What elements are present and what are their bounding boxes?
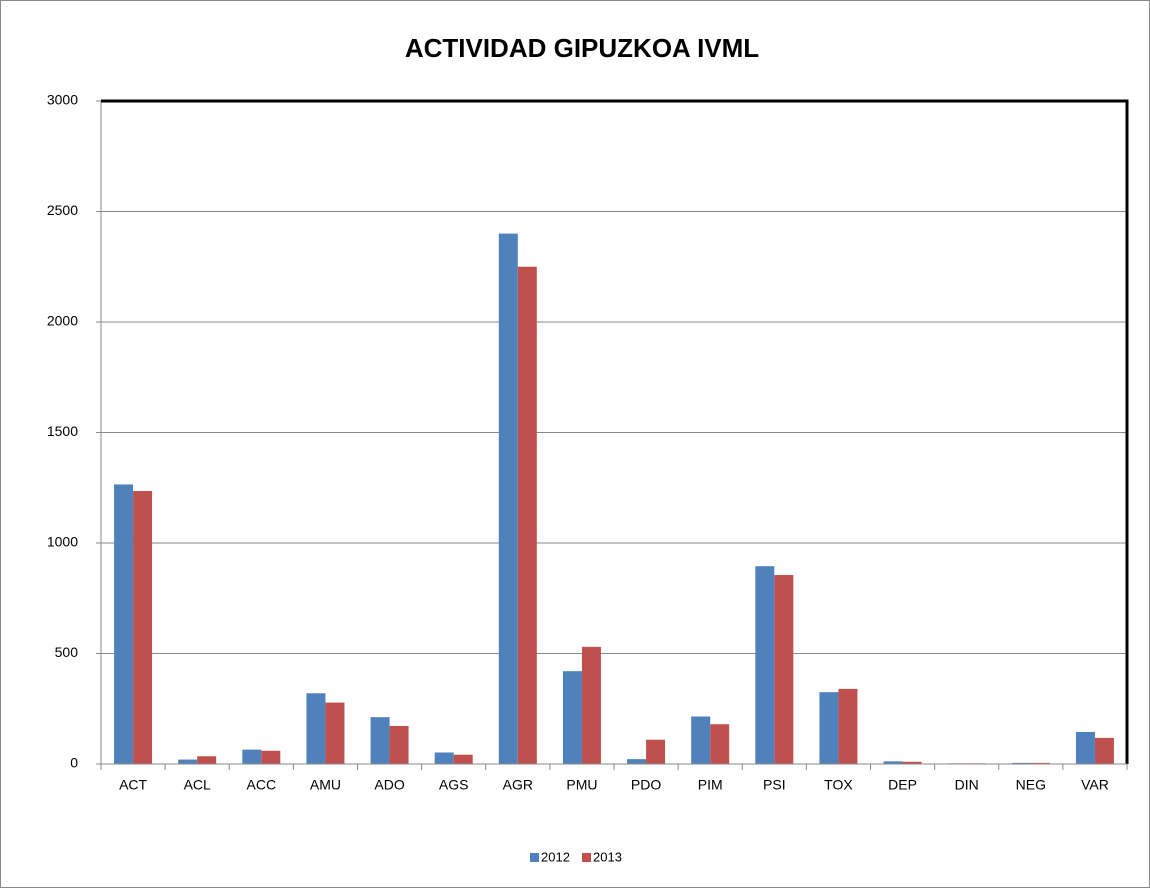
bar: [133, 491, 153, 764]
bar: [646, 739, 666, 764]
y-tick-label: 1000: [47, 534, 78, 550]
bar: [883, 761, 903, 764]
bar: [627, 759, 647, 764]
bar: [389, 725, 409, 764]
bar: [178, 759, 198, 764]
bar: [1075, 731, 1095, 764]
chart-title: ACTIVIDAD GIPUZKOA IVML: [405, 33, 759, 63]
bar: [1094, 737, 1114, 764]
x-tick-label: NEG: [1016, 777, 1046, 793]
legend-label: 2013: [593, 849, 622, 864]
x-tick-label: TOX: [824, 777, 853, 793]
bar: [902, 761, 922, 764]
y-tick-label: 1500: [47, 423, 78, 439]
y-tick-label: 2000: [47, 313, 78, 329]
plot-border: [101, 99, 1129, 764]
x-tick-label: AMU: [310, 777, 341, 793]
bar: [774, 575, 794, 764]
bar: [325, 702, 345, 764]
y-tick-label: 500: [55, 644, 79, 660]
y-tick-label: 0: [70, 755, 78, 771]
bar: [755, 566, 775, 764]
legend-swatch: [530, 853, 539, 862]
bar: [434, 752, 454, 764]
x-tick-label: AGS: [439, 777, 469, 793]
x-tick-label: ACL: [184, 777, 211, 793]
bar: [838, 688, 858, 764]
bar: [242, 749, 262, 764]
x-tick-label: PDO: [631, 777, 661, 793]
x-tick-label: ADO: [374, 777, 404, 793]
bar: [261, 750, 281, 764]
bar: [1030, 762, 1050, 764]
bar: [306, 693, 326, 764]
legend-swatch: [582, 853, 591, 862]
x-tick-label: ACC: [247, 777, 277, 793]
legend-label: 2012: [541, 849, 570, 864]
bar: [114, 484, 134, 764]
y-tick-label: 2500: [47, 202, 78, 218]
x-tick-label: ACT: [119, 777, 147, 793]
bar: [691, 716, 711, 764]
y-tick-label: 3000: [47, 92, 78, 108]
bar: [819, 692, 839, 764]
x-tick-label: DEP: [888, 777, 917, 793]
x-tick-label: PMU: [566, 777, 597, 793]
bar: [581, 646, 601, 764]
x-tick-label: PSI: [763, 777, 786, 793]
bar: [1011, 762, 1031, 764]
bar: [710, 724, 730, 764]
bar: [498, 233, 518, 765]
bar: [562, 671, 582, 764]
x-tick-label: DIN: [955, 777, 979, 793]
x-tick-label: VAR: [1081, 777, 1109, 793]
x-tick-label: PIM: [698, 777, 723, 793]
bar: [370, 717, 390, 764]
x-tick-label: AGR: [503, 777, 533, 793]
bar: [517, 266, 537, 764]
bar: [453, 754, 473, 764]
bar: [197, 756, 217, 764]
